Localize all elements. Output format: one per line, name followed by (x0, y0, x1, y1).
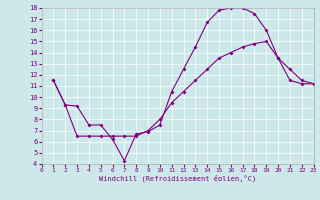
X-axis label: Windchill (Refroidissement éolien,°C): Windchill (Refroidissement éolien,°C) (99, 175, 256, 182)
